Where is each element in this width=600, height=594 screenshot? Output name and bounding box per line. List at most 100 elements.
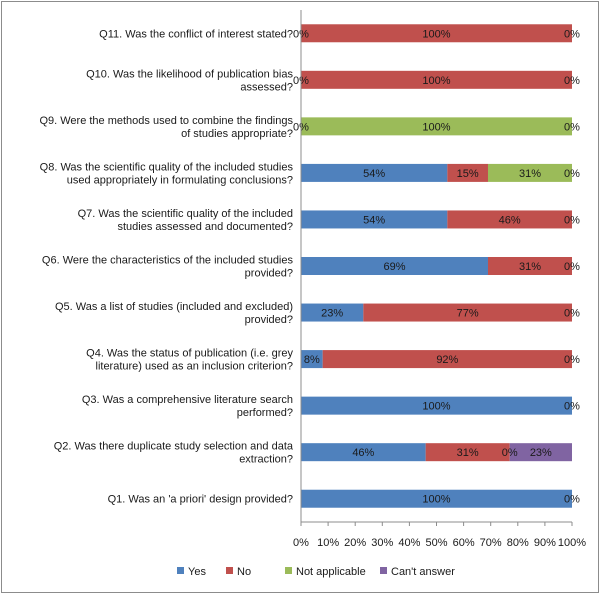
x-tick-label: 80% <box>507 537 529 549</box>
bar-q11-no <box>301 24 572 43</box>
category-label-line: studies assessed and documented? <box>117 221 293 233</box>
category-label: Q7. Was the scientific quality of the in… <box>78 208 293 233</box>
data-label: 0% <box>564 354 580 366</box>
bar-q9-not-applicable <box>301 117 572 136</box>
data-label: 54% <box>363 168 385 180</box>
data-label: 23% <box>321 308 343 320</box>
category-labels-layer: Q11. Was the conflict of interest stated… <box>39 28 293 505</box>
data-label: 0% <box>564 214 580 226</box>
category-label: Q2. Was there duplicate study selection … <box>54 441 294 466</box>
data-label: 100% <box>422 75 450 87</box>
data-label: 31% <box>457 447 479 459</box>
data-label: 0% <box>564 401 580 413</box>
x-tick-label: 40% <box>398 537 420 549</box>
x-tick-label: 100% <box>558 537 586 549</box>
bar-q7-yes <box>301 210 448 229</box>
bar-q2-yes <box>301 443 426 462</box>
data-label: 46% <box>499 214 521 226</box>
category-label-line: Q2. Was there duplicate study selection … <box>54 441 294 453</box>
category-label: Q3. Was a comprehensive literature searc… <box>82 394 293 419</box>
data-label: 15% <box>457 168 479 180</box>
category-label-line: Q4. Was the status of publication (i.e. … <box>86 348 293 360</box>
data-label: 31% <box>519 168 541 180</box>
data-label: 31% <box>519 261 541 273</box>
x-tick-label: 20% <box>344 537 366 549</box>
category-label: Q11. Was the conflict of interest stated… <box>99 28 293 40</box>
bar-q7-no <box>447 210 572 229</box>
category-label-line: Q10. Was the likelihood of publication b… <box>86 68 293 80</box>
x-tick-label: 60% <box>453 537 475 549</box>
category-label-line: Q3. Was a comprehensive literature searc… <box>82 394 293 406</box>
bar-q6-yes <box>301 257 488 275</box>
category-label-line: Q6. Were the characteristics of the incl… <box>42 255 294 267</box>
data-label: 69% <box>383 261 405 273</box>
category-label-line: literature) used as an inclusion criteri… <box>96 361 294 373</box>
legend-label: Can't answer <box>391 566 455 578</box>
category-label-line: Q8. Was the scientific quality of the in… <box>40 161 294 173</box>
category-label-line: performed? <box>237 407 293 419</box>
legend-label: Yes <box>188 566 206 578</box>
data-label: 92% <box>436 354 458 366</box>
legend-label: No <box>237 566 251 578</box>
bar-q5-no <box>363 303 572 322</box>
legend-swatch <box>380 567 387 574</box>
category-label-line: Q5. Was a list of studies (included and … <box>55 301 293 313</box>
data-label: 54% <box>363 214 385 226</box>
bar-q10-no <box>301 70 572 89</box>
data-label: 8% <box>304 354 320 366</box>
x-tick-label: 30% <box>371 537 393 549</box>
bar-q5-yes <box>301 303 364 322</box>
category-label: Q9. Were the methods used to combine the… <box>39 115 293 140</box>
data-label: 100% <box>422 28 450 40</box>
category-label-line: used appropriately in formulating conclu… <box>67 174 293 186</box>
bar-q1-yes <box>301 489 572 508</box>
bar-q8-not-applicable <box>487 163 572 182</box>
category-label-line: Q1. Was an 'a priori' design provided? <box>108 494 293 506</box>
category-label-line: provided? <box>245 314 293 326</box>
data-label: 0% <box>564 28 580 40</box>
x-tick-label: 0% <box>293 537 309 549</box>
data-label: 100% <box>422 494 450 506</box>
data-label: 100% <box>422 121 450 133</box>
category-label-line: provided? <box>245 268 293 280</box>
x-axis: 0% 10% 20% 30% 40% 50% 60% 70% 80% 90% 100% <box>293 10 586 549</box>
data-label: 0% <box>564 75 580 87</box>
bar-q8-no <box>447 163 488 182</box>
data-label: 0% <box>564 168 580 180</box>
data-label: 0% <box>564 308 580 320</box>
category-label-line: assessed? <box>240 81 293 93</box>
category-label: Q4. Was the status of publication (i.e. … <box>86 348 293 373</box>
category-label: Q6. Were the characteristics of the incl… <box>42 255 294 280</box>
legend-label: Not applicable <box>296 566 366 578</box>
category-label-line: Q7. Was the scientific quality of the in… <box>78 208 293 220</box>
category-label-line: Q11. Was the conflict of interest stated… <box>99 28 293 40</box>
x-tick-label: 10% <box>317 537 339 549</box>
bars-layer <box>301 24 572 508</box>
bar-q6-no <box>487 257 572 275</box>
bar-q8-yes <box>301 163 448 182</box>
data-label: 0% <box>564 261 580 273</box>
bar-q3-yes <box>301 396 572 415</box>
data-label: 0% <box>564 494 580 506</box>
data-label: 0% <box>502 447 518 459</box>
category-label-line: extraction? <box>239 454 293 466</box>
category-label: Q5. Was a list of studies (included and … <box>55 301 293 326</box>
legend-swatch <box>177 567 184 574</box>
legend: Yes No Not applicable Can't answer <box>177 566 455 578</box>
data-label: 23% <box>530 447 552 459</box>
x-tick-label: 90% <box>534 537 556 549</box>
bar-q4-no <box>322 350 572 369</box>
category-label: Q10. Was the likelihood of publication b… <box>86 68 293 93</box>
legend-swatch <box>285 567 292 574</box>
bar-q2-can-t-answer <box>509 443 572 462</box>
data-label: 0% <box>564 121 580 133</box>
data-label: 77% <box>457 308 479 320</box>
x-tick-label: 50% <box>425 537 447 549</box>
data-label: 100% <box>422 401 450 413</box>
legend-swatch <box>226 567 233 574</box>
bar-q4-yes <box>301 350 323 369</box>
category-label: Q8. Was the scientific quality of the in… <box>40 161 294 186</box>
bar-q2-no <box>425 443 510 462</box>
